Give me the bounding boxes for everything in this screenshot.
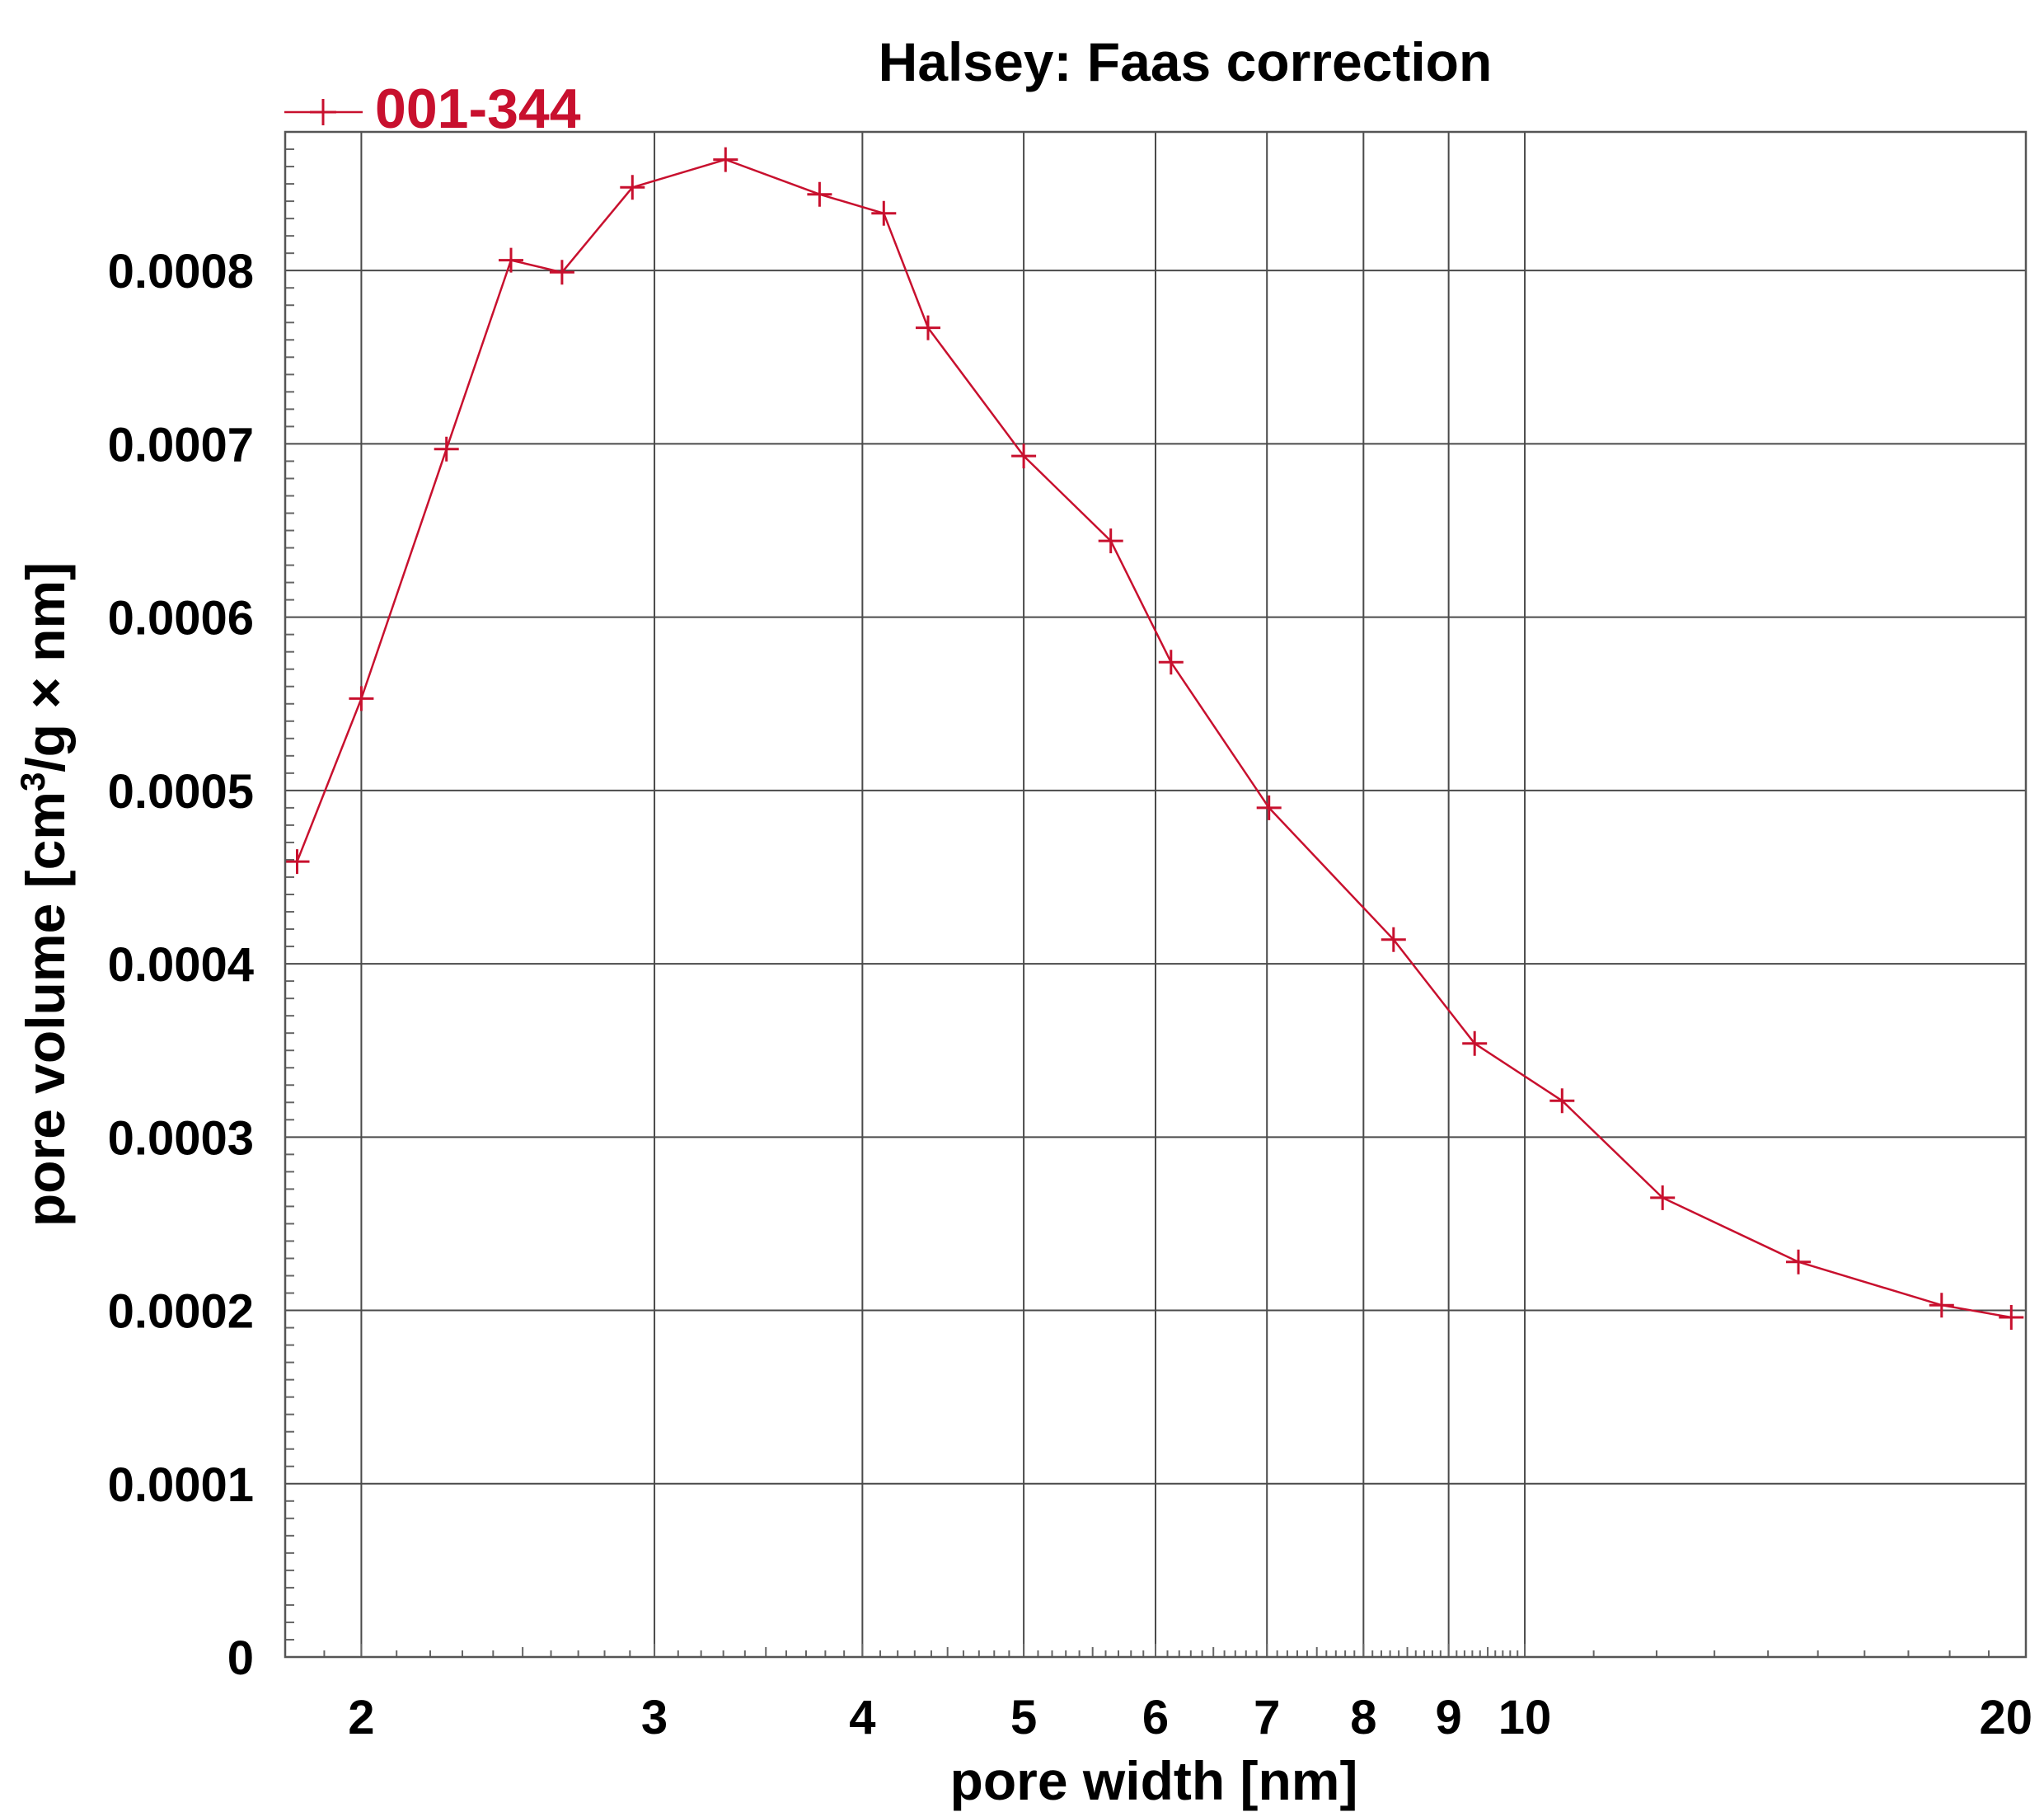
y-tick-label: 0: [227, 1631, 254, 1685]
y-tick-label: 0.0004: [108, 938, 254, 992]
x-tick-label: 3: [641, 1691, 668, 1744]
data-point: [434, 436, 459, 462]
data-point: [807, 181, 832, 207]
series-group: [284, 147, 2024, 1330]
data-point: [1650, 1185, 1676, 1210]
grid: [285, 132, 2027, 1657]
data-point: [1929, 1293, 1954, 1318]
x-axis-title: pore width [nm]: [950, 1750, 1358, 1811]
x-tick-label: 2: [348, 1691, 374, 1744]
data-point: [1256, 795, 1282, 820]
x-tick-label: 5: [1010, 1691, 1037, 1744]
legend-marker: [310, 99, 336, 125]
data-point: [1549, 1088, 1575, 1114]
data-point: [549, 260, 574, 285]
x-tick-label: 4: [849, 1691, 875, 1744]
data-point: [1381, 927, 1406, 952]
x-tick-label: 9: [1435, 1691, 1461, 1744]
y-tick-label: 0.0006: [108, 592, 254, 645]
x-tick-label: 20: [1979, 1691, 2032, 1744]
x-tick-label: 10: [1498, 1691, 1552, 1744]
data-point: [1786, 1249, 1811, 1275]
data-point: [1999, 1305, 2024, 1330]
legend: 001-344: [284, 77, 581, 140]
y-tick-label: 0.0003: [108, 1111, 254, 1165]
x-tick-labels: 2 3 4 5 6 7 8 9 10 20: [348, 1691, 2032, 1744]
y-tick-labels: 0 0.0001 0.0002 0.0003 0.0004 0.0005 0.0006 0.0…: [108, 245, 254, 1685]
data-point: [284, 849, 310, 875]
x-tick-label: 6: [1142, 1691, 1169, 1744]
x-tick-label: 8: [1350, 1691, 1376, 1744]
chart-title: Halsey: Faas correction: [879, 31, 1493, 92]
y-tick-label: 0.0007: [108, 418, 254, 472]
data-point: [620, 175, 645, 200]
data-point: [1098, 528, 1123, 554]
data-point: [1011, 444, 1037, 469]
plot-frame: [284, 130, 2028, 1659]
data-point: [1158, 650, 1184, 675]
y-tick-label: 0.0008: [108, 245, 254, 298]
y-tick-label: 0.0005: [108, 765, 254, 819]
y-tick-label: 0.0001: [108, 1458, 254, 1512]
y-tick-label: 0.0002: [108, 1285, 254, 1339]
data-point: [713, 147, 738, 172]
y-axis-title: pore volume [cm3/g × nm]: [13, 562, 76, 1227]
data-point: [871, 200, 897, 226]
legend-label[interactable]: 001-344: [375, 77, 581, 140]
data-point: [349, 686, 374, 711]
data-point: [916, 315, 940, 340]
data-point: [1462, 1030, 1488, 1056]
x-tick-label: 7: [1254, 1691, 1280, 1744]
data-point: [499, 247, 523, 273]
